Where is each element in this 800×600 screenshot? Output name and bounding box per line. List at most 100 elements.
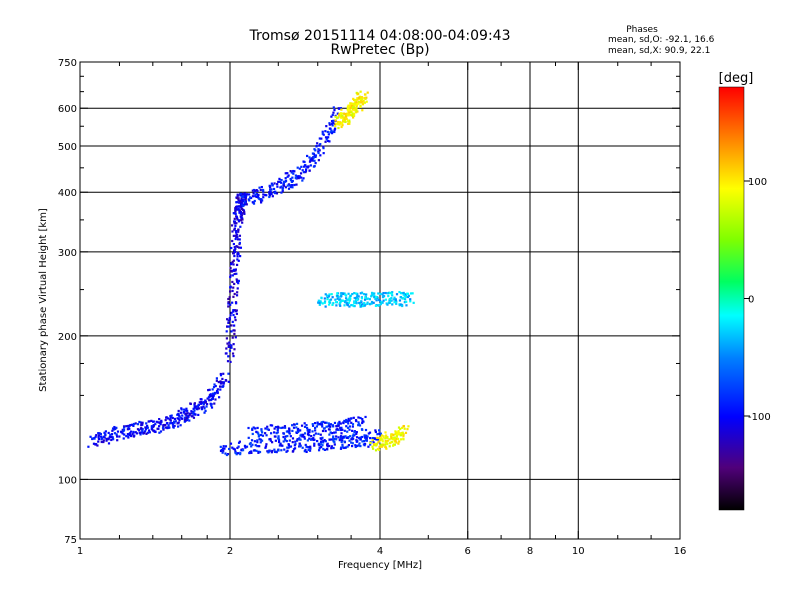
echo-point [132,431,135,434]
echo-point [380,443,383,446]
echo-point [110,435,113,439]
echo-point [337,126,340,130]
echo-point [129,423,132,427]
echo-point [154,430,157,433]
echo-point [317,432,320,435]
echo-point [143,430,147,433]
echo-point [288,429,291,432]
echo-point [268,194,271,197]
echo-point [395,441,398,444]
echo-point [268,193,271,196]
echo-point [217,380,220,384]
echo-point [255,195,258,199]
echo-point [334,115,337,118]
echo-point [355,109,358,112]
echo-point [365,439,368,442]
echo-point [373,295,376,298]
echo-point [317,299,320,302]
echo-point [270,424,274,427]
echo-point [283,425,287,428]
echo-point [96,444,99,447]
echo-point [138,429,141,432]
echo-point [111,429,114,432]
echo-point [341,116,345,119]
echo-point [128,427,131,430]
echo-point [364,434,368,437]
echo-point [179,424,182,427]
echo-point [357,416,360,419]
echo-point [219,445,222,448]
echo-point [238,246,241,249]
echo-point [234,237,237,241]
echo-point [366,301,369,304]
echo-point [231,352,235,355]
echo-point [128,433,132,436]
echo-point [301,435,304,438]
echo-point [356,98,359,101]
echo-point [152,429,155,432]
echo-point [407,294,410,297]
echo-point [235,215,238,218]
echo-point [349,111,352,114]
echo-point [127,435,130,438]
echo-point [377,448,381,451]
echo-point [138,420,141,424]
echo-point [209,393,212,396]
echo-point [222,384,225,388]
echo-point [348,428,351,431]
echo-point [341,115,344,118]
echo-point [374,449,378,452]
echo-point [195,405,198,408]
echo-point [363,298,367,301]
echo-point [309,164,312,167]
echo-point [287,430,290,433]
echo-point [358,442,361,445]
echo-point [244,198,247,201]
x-tick-label: 4 [377,546,383,557]
echo-point [409,292,413,295]
echo-point [304,448,307,451]
echo-point [258,450,262,454]
echo-point [314,154,318,157]
echo-point [399,434,402,437]
echo-point [100,440,103,444]
echo-point [237,230,240,233]
echo-point [399,303,402,306]
echo-point [177,409,180,413]
echo-point [352,114,356,117]
echo-point [345,302,348,305]
echo-point [242,198,246,201]
echo-point [349,104,352,108]
echo-point [337,422,340,425]
echo-point [361,420,364,423]
echo-point [384,291,387,295]
echo-point [244,203,247,206]
y-tick-label: 300 [58,248,77,259]
echo-point [313,148,316,151]
echo-point [391,303,394,306]
echo-point [111,436,114,439]
echo-point [229,303,232,306]
echo-point [323,448,326,452]
echo-point [236,194,239,197]
echo-point [266,428,269,431]
echo-point [240,448,243,451]
echo-point [231,280,234,284]
echo-point [231,239,234,243]
echo-point [260,185,263,189]
echo-point [257,197,261,200]
echo-point [298,437,301,440]
echo-point [379,292,382,295]
echo-point [377,304,381,307]
echo-point [404,293,408,297]
echo-point [180,408,183,411]
echo-point [233,254,236,258]
echo-point [128,432,132,435]
echo-point [361,428,364,431]
echo-point [348,120,351,124]
echo-point [350,421,353,424]
echo-point [232,313,235,317]
echo-point [295,431,299,434]
echo-point [251,443,254,446]
echo-point [361,440,364,443]
